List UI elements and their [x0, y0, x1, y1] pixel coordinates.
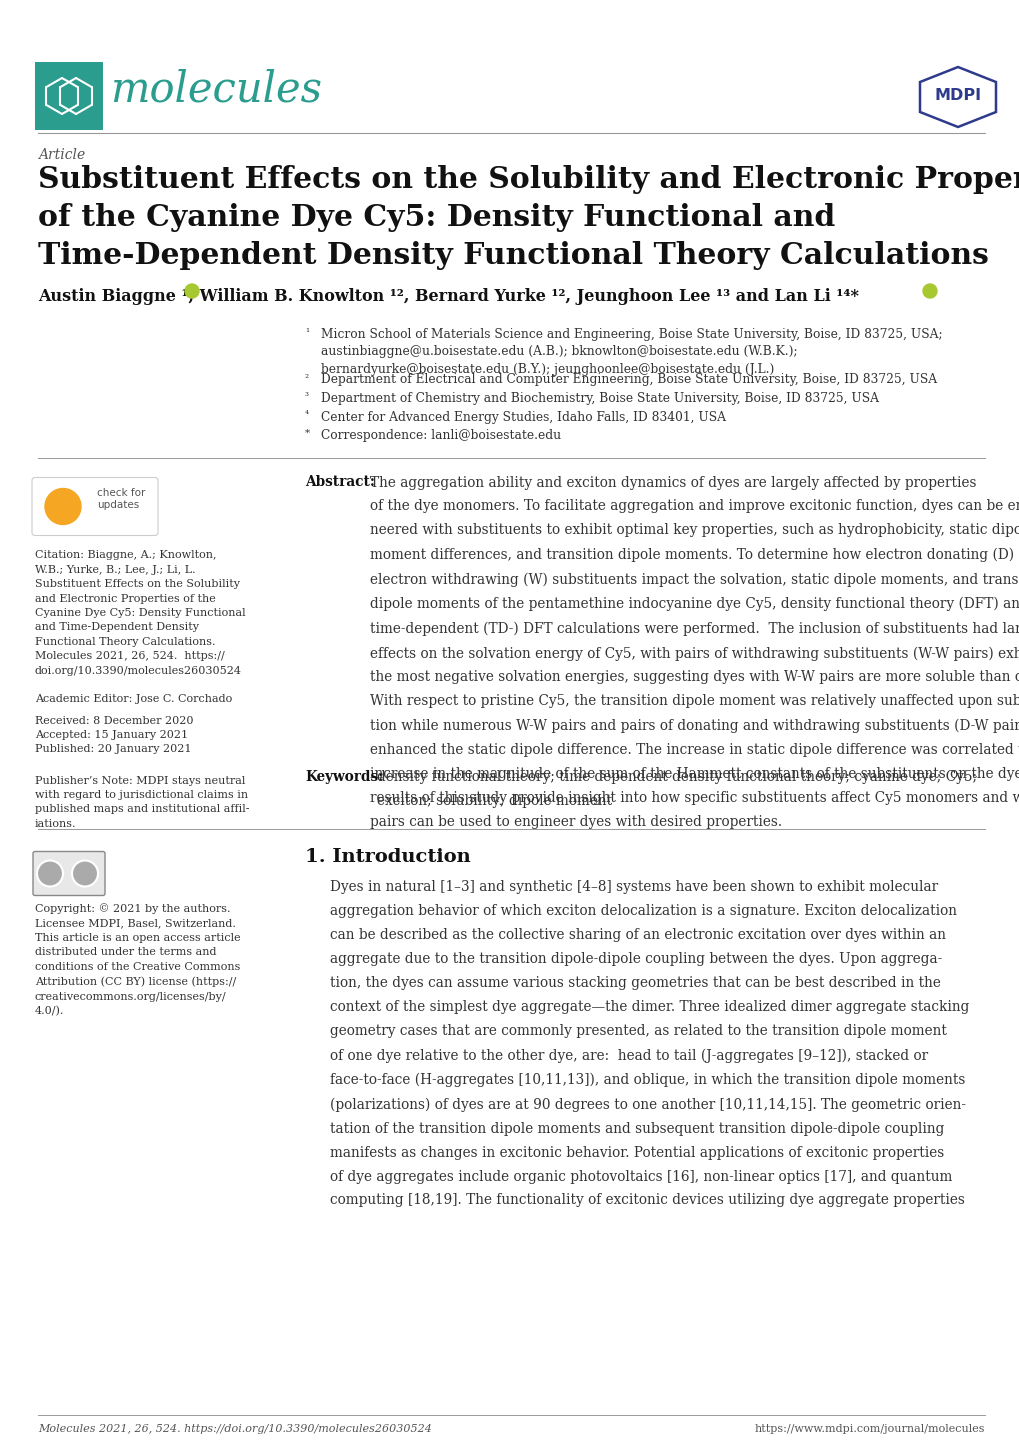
Text: 1. Introduction: 1. Introduction	[305, 848, 471, 867]
Text: *: *	[305, 430, 310, 438]
Text: Citation: Biaggne, A.; Knowlton,
W.B.; Yurke, B.; Lee, J.; Li, L.
Substituent Ef: Citation: Biaggne, A.; Knowlton, W.B.; Y…	[35, 551, 246, 676]
Circle shape	[72, 861, 98, 887]
Circle shape	[184, 284, 199, 298]
Text: Publisher’s Note: MDPI stays neutral
with regard to jurisdictional claims in
pub: Publisher’s Note: MDPI stays neutral wit…	[35, 776, 250, 829]
Text: Received: 8 December 2020
Accepted: 15 January 2021
Published: 20 January 2021: Received: 8 December 2020 Accepted: 15 J…	[35, 715, 194, 754]
Text: Center for Advanced Energy Studies, Idaho Falls, ID 83401, USA: Center for Advanced Energy Studies, Idah…	[321, 411, 726, 424]
Text: iD: iD	[925, 287, 933, 293]
Text: Molecules 2021, 26, 524. https://doi.org/10.3390/molecules26030524: Molecules 2021, 26, 524. https://doi.org…	[38, 1425, 431, 1433]
Circle shape	[37, 861, 63, 887]
Text: molecules: molecules	[110, 68, 322, 110]
Text: Department of Chemistry and Biochemistry, Boise State University, Boise, ID 8372: Department of Chemistry and Biochemistry…	[321, 392, 878, 405]
Text: Abstract:: Abstract:	[305, 476, 375, 489]
Text: Ⓑ: Ⓑ	[82, 862, 89, 872]
Text: cc: cc	[44, 862, 56, 872]
Text: Austin Biaggne ¹, William B. Knowlton ¹², Bernard Yurke ¹², Jeunghoon Lee ¹³ and: Austin Biaggne ¹, William B. Knowlton ¹²…	[38, 288, 858, 306]
Text: Article: Article	[38, 149, 86, 162]
Bar	[35, 62, 103, 130]
Text: iD: iD	[187, 287, 196, 293]
Text: ¹: ¹	[305, 327, 309, 337]
Text: ⁴: ⁴	[305, 411, 309, 420]
Text: Academic Editor: Jose C. Corchado: Academic Editor: Jose C. Corchado	[35, 694, 232, 704]
Text: Keywords:: Keywords:	[305, 770, 383, 784]
Text: of the Cyanine Dye Cy5: Density Functional and: of the Cyanine Dye Cy5: Density Function…	[38, 203, 835, 232]
Text: Correspondence: lanli@boisestate.edu: Correspondence: lanli@boisestate.edu	[321, 430, 560, 443]
Text: Copyright: © 2021 by the authors.
Licensee MDPI, Basel, Switzerland.
This articl: Copyright: © 2021 by the authors. Licens…	[35, 904, 240, 1017]
Circle shape	[45, 489, 81, 525]
Text: density functional theory; time dependent density functional theory; cyanine dye: density functional theory; time dependen…	[377, 770, 976, 809]
Text: https://www.mdpi.com/journal/molecules: https://www.mdpi.com/journal/molecules	[754, 1425, 984, 1433]
Text: Substituent Effects on the Solubility and Electronic Properties: Substituent Effects on the Solubility an…	[38, 164, 1019, 195]
Text: Dyes in natural [1–3] and synthetic [4–8] systems have been shown to exhibit mol: Dyes in natural [1–3] and synthetic [4–8…	[330, 881, 968, 1207]
Text: Micron School of Materials Science and Engineering, Boise State University, Bois: Micron School of Materials Science and E…	[321, 327, 942, 376]
Text: ³: ³	[305, 392, 309, 401]
Text: ²: ²	[305, 373, 309, 382]
Text: updates: updates	[97, 499, 140, 509]
Text: check for: check for	[97, 489, 146, 499]
Text: The aggregation ability and exciton dynamics of dyes are largely affected by pro: The aggregation ability and exciton dyna…	[370, 476, 1019, 829]
FancyBboxPatch shape	[33, 851, 105, 895]
Text: Department of Electrical and Computer Engineering, Boise State University, Boise: Department of Electrical and Computer En…	[321, 373, 936, 386]
Text: Time-Dependent Density Functional Theory Calculations: Time-Dependent Density Functional Theory…	[38, 241, 987, 270]
FancyBboxPatch shape	[32, 477, 158, 535]
Text: ✓: ✓	[54, 489, 72, 509]
Circle shape	[922, 284, 936, 298]
Text: MDPI: MDPI	[933, 88, 980, 102]
